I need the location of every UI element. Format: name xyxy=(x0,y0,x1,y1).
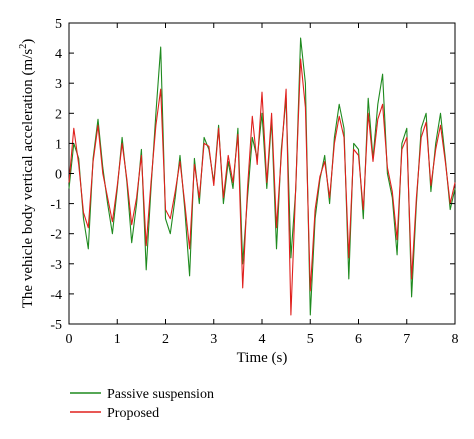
y-tick-label: -5 xyxy=(50,318,62,333)
series-line-proposed xyxy=(68,58,456,316)
x-tick-label: 3 xyxy=(210,332,217,347)
x-tick-label: 8 xyxy=(452,332,459,347)
x-axis-label: Time (s) xyxy=(237,350,288,366)
series-layer xyxy=(68,37,456,316)
plot-area xyxy=(68,22,456,325)
x-tick-label: 4 xyxy=(259,332,266,347)
y-tick-label: -2 xyxy=(50,228,62,243)
legend-label-passive: Passive suspension xyxy=(107,387,214,402)
legend: Passive suspension Proposed xyxy=(70,387,214,421)
x-tick-label: 0 xyxy=(66,332,73,347)
y-tick-label: 2 xyxy=(55,107,62,122)
x-tick-label: 5 xyxy=(307,332,314,347)
tick-layer: 0 1 2 3 4 5 6 7 8 5 4 3 2 1 0 -1 -2 -3 -4 -5 xyxy=(50,17,458,347)
series-line-passive-suspension xyxy=(68,37,456,316)
y-tick-label: 1 xyxy=(55,137,62,152)
y-tick-label: 5 xyxy=(55,17,62,32)
y-axis-label: The vehicle body vertical acceleration (… xyxy=(18,39,36,308)
x-tick-label: 1 xyxy=(114,332,121,347)
x-tick-label: 2 xyxy=(162,332,169,347)
legend-label-proposed: Proposed xyxy=(107,406,159,421)
y-tick-label: 3 xyxy=(55,77,62,92)
y-tick-label: 4 xyxy=(55,47,62,62)
x-tick-label: 6 xyxy=(355,332,362,347)
y-tick-label: -3 xyxy=(50,258,62,273)
y-tick-label: 0 xyxy=(55,168,62,183)
y-tick-label: -1 xyxy=(50,198,62,213)
x-tick-label: 7 xyxy=(403,332,410,347)
y-tick-label: -4 xyxy=(50,288,62,303)
